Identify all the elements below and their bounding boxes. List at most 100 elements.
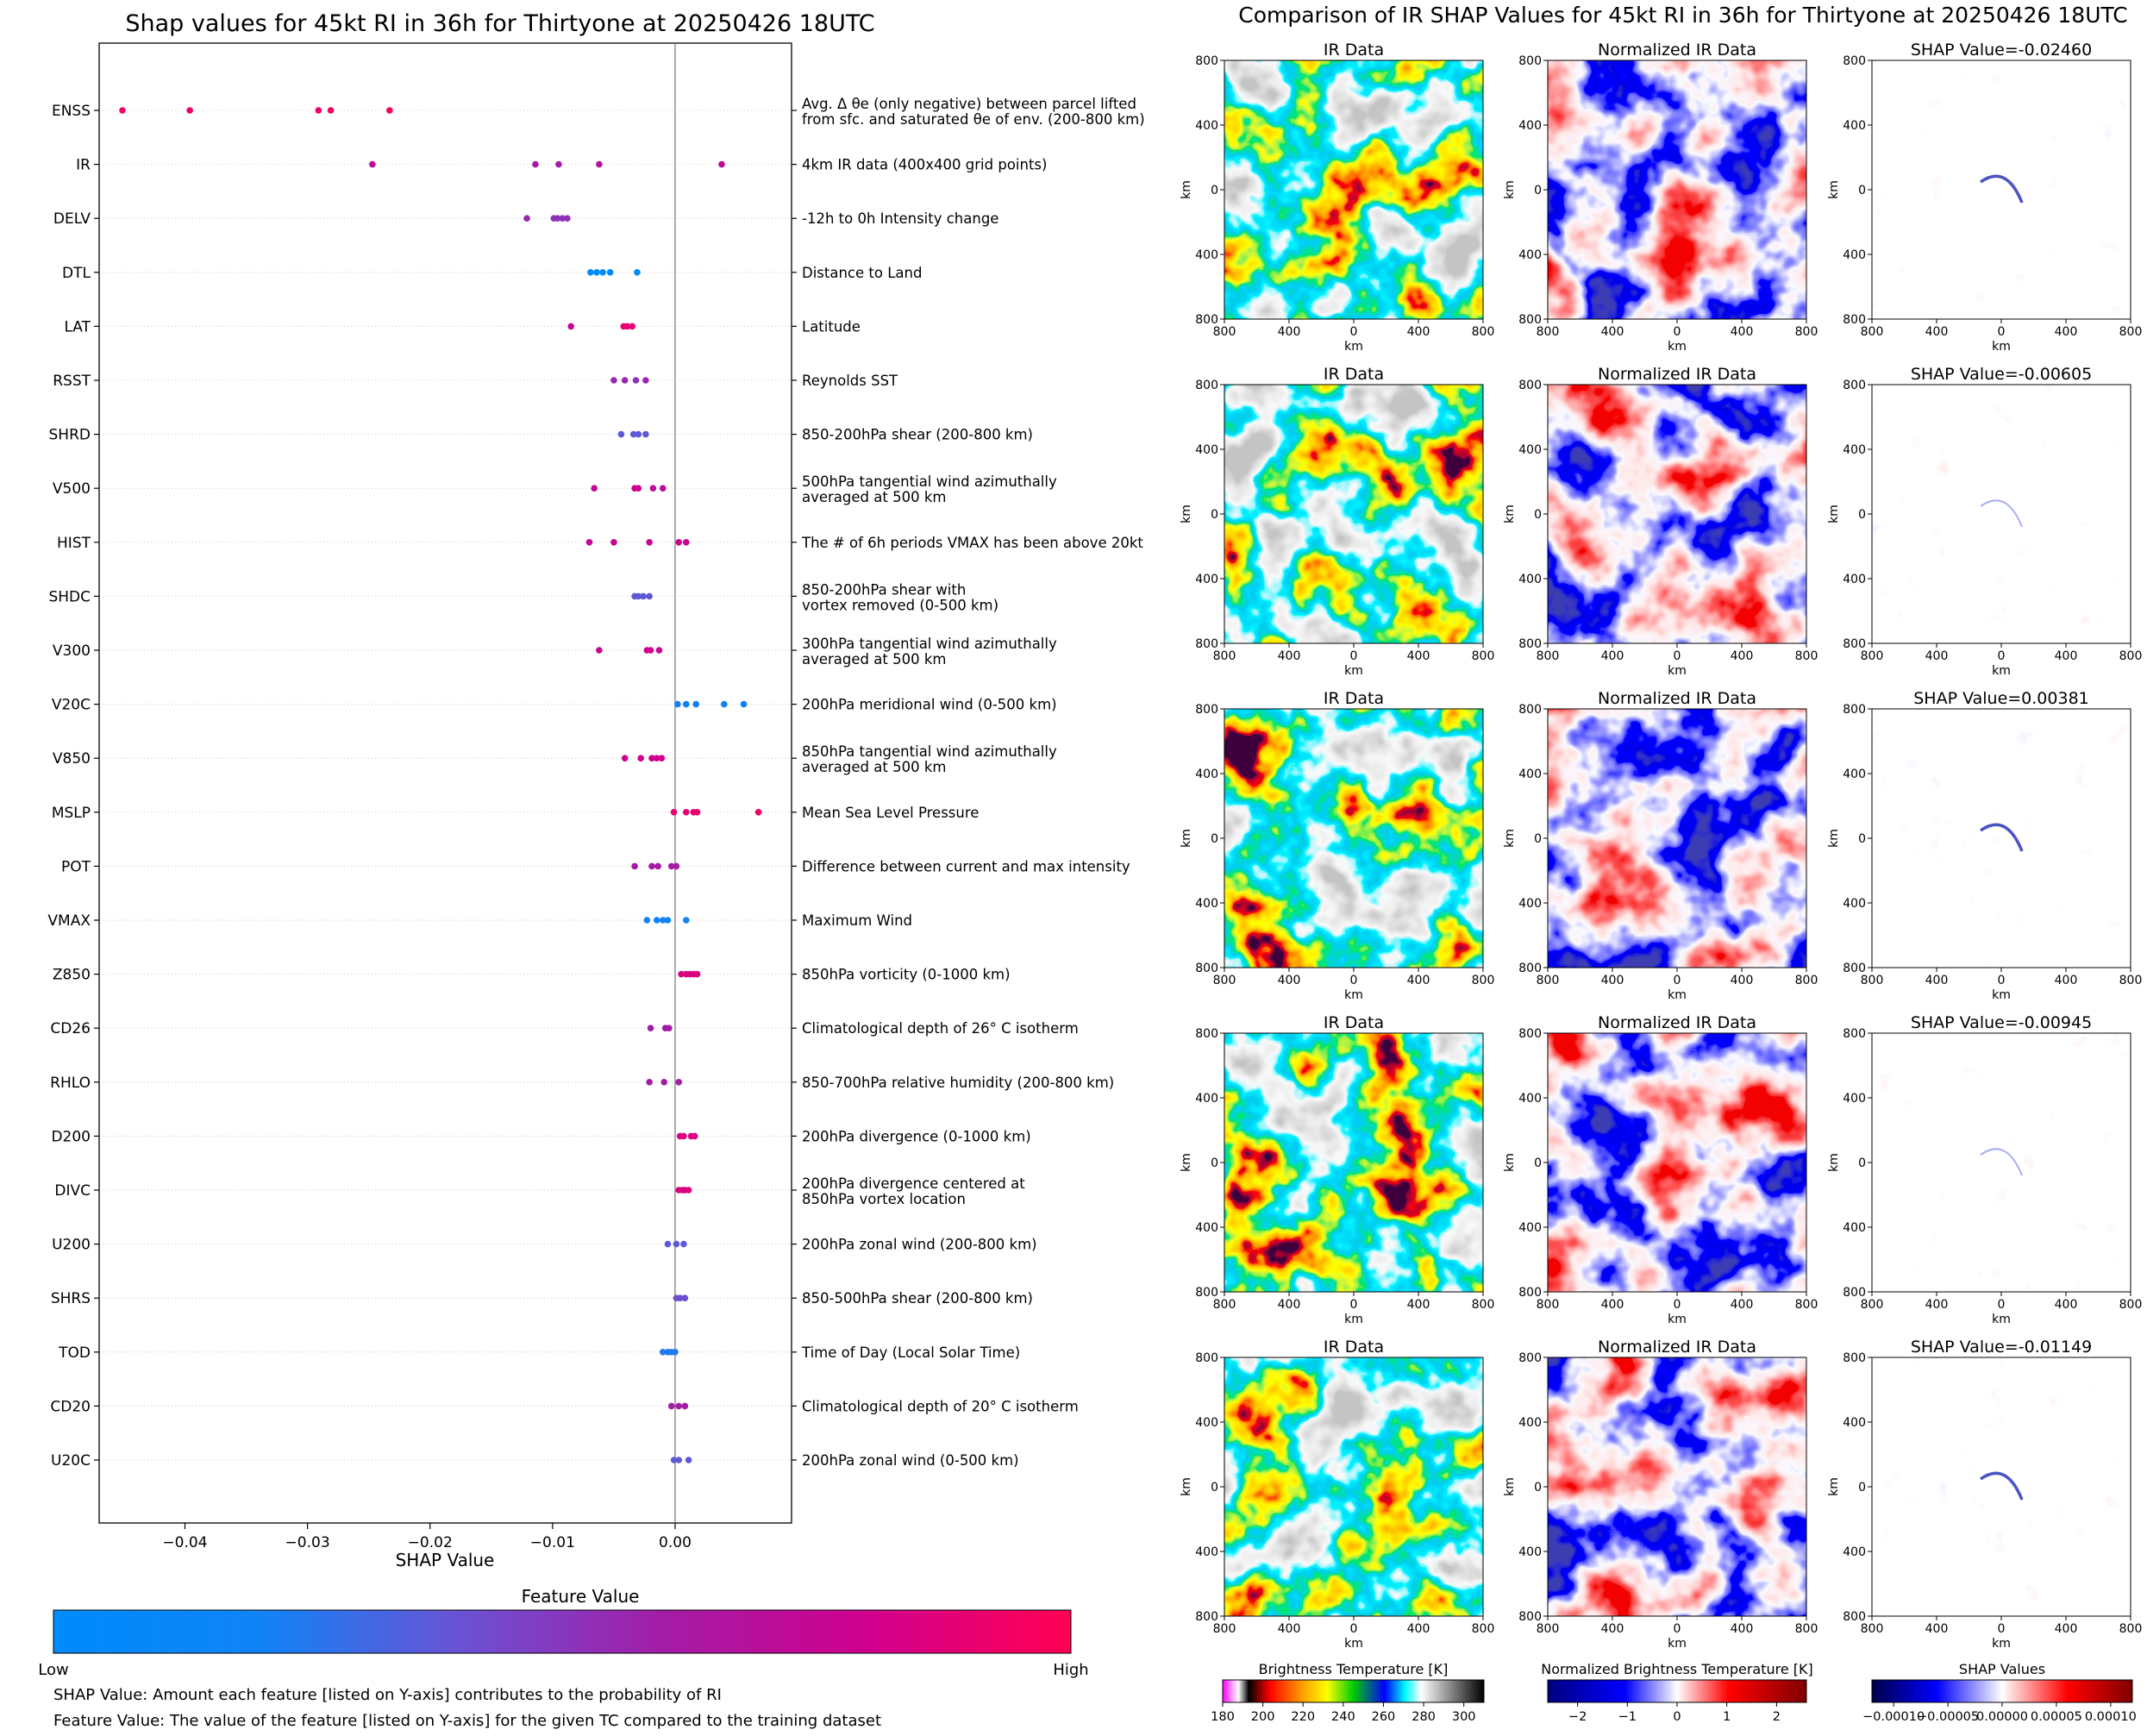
shap-point <box>676 1294 684 1301</box>
shap-point <box>659 485 667 492</box>
panel-x-tick-label: 400 <box>1601 974 1624 987</box>
shap-point <box>623 323 631 330</box>
feature-label: TOD <box>58 1344 91 1362</box>
feature-label: RSST <box>53 373 91 390</box>
panel-y-tick-label: 0 <box>1534 184 1542 197</box>
panel-title: SHAP Value=-0.00945 <box>1911 1013 2092 1032</box>
panel-x-tick-label: 800 <box>1795 649 1818 663</box>
shap-point <box>629 430 637 438</box>
shap-point <box>642 430 649 438</box>
panel-y-tick-label: 400 <box>1518 443 1542 457</box>
panel-x-tick-label: 800 <box>2119 974 2143 987</box>
panel-x-tick-label: 0 <box>1674 649 1681 663</box>
shap-value-note: SHAP Value: Amount each feature [listed … <box>53 1686 722 1704</box>
feature-description: Difference between current and max inten… <box>802 858 1130 874</box>
shap-point <box>617 430 625 438</box>
panel-x-tick-label: 400 <box>1925 325 1949 339</box>
ir-panels: IR Data80080040040000400400800800kmkmNor… <box>1180 41 2142 1651</box>
panel-x-tick-label: 400 <box>1278 974 1301 987</box>
feature-description: 200hPa divergence centered at <box>802 1175 1025 1192</box>
panel-y-tick-label: 400 <box>1843 1092 1866 1106</box>
ir-colorbars: Brightness Temperature [K] 180 200 220 240 26… <box>1211 1661 2137 1724</box>
shap-point <box>386 107 393 114</box>
panel-x-tick-label: 400 <box>1731 1622 1754 1636</box>
feature-description: 850-200hPa shear with <box>802 581 966 598</box>
feature-description: 850hPa tangential wind azimuthally <box>802 743 1057 760</box>
panel-y-tick-label: 800 <box>1518 1286 1542 1300</box>
panel-title: Normalized IR Data <box>1598 1013 1756 1032</box>
panel-image <box>1224 385 1483 643</box>
panel-x-tick-label: 400 <box>1731 1298 1754 1312</box>
shap-point <box>670 1457 678 1463</box>
panel-x-tick-label: 800 <box>1213 325 1236 339</box>
colorbar-tick-label: 300 <box>1452 1710 1476 1724</box>
feature-description: 200hPa meridional wind (0-500 km) <box>802 697 1057 713</box>
shap-chart-title: Shap values for 45kt RI in 36h for Thirt… <box>125 10 874 37</box>
legend-title: Feature Value <box>522 1586 640 1607</box>
panel-x-label: km <box>1992 988 2011 1002</box>
shap-point <box>532 160 539 168</box>
panel-y-label: km <box>1503 1153 1517 1172</box>
panel-y-tick-label: 800 <box>1843 637 1866 651</box>
feature-description: Maximum Wind <box>802 912 912 929</box>
panel-x-tick-label: 800 <box>1472 649 1495 663</box>
shap-point <box>675 539 683 546</box>
shap-point <box>564 215 571 222</box>
shap-point <box>670 809 678 816</box>
shap-points <box>119 107 762 1463</box>
feature-value-note: Feature Value: The value of the feature … <box>53 1712 881 1730</box>
shap-point <box>672 1349 679 1356</box>
ir-panel: Normalized IR Data8008004004000040040080… <box>1503 689 1818 1002</box>
feature-label: D200 <box>51 1128 91 1145</box>
panel-image <box>1224 60 1483 319</box>
panel-y-tick-label: 400 <box>1518 573 1542 586</box>
panel-y-tick-label: 400 <box>1195 1416 1218 1430</box>
ir-panel: SHAP Value=-0.00945800800400400004004008… <box>1827 1013 2142 1326</box>
panel-x-tick-label: 800 <box>1795 1298 1818 1312</box>
panel-y-tick-label: 0 <box>1211 508 1218 522</box>
panel-y-tick-label: 400 <box>1518 768 1542 781</box>
panel-y-tick-label: 800 <box>1195 1286 1218 1300</box>
colorbar-tick-label: 240 <box>1331 1710 1355 1724</box>
feature-description: averaged at 500 km <box>802 651 946 667</box>
shap-point <box>682 700 690 708</box>
panel-y-tick-label: 400 <box>1843 1221 1866 1235</box>
feature-label: LAT <box>64 318 91 335</box>
panel-y-tick-label: 400 <box>1195 119 1218 133</box>
panel-x-tick-label: 0 <box>1350 1298 1358 1312</box>
shap-core-feature <box>1979 823 2024 852</box>
panel-x-tick-label: 400 <box>2055 1622 2078 1636</box>
colorbar-tick-label: −2 <box>1568 1710 1587 1724</box>
shap-point <box>673 1240 680 1248</box>
panel-y-tick-label: 0 <box>1534 508 1542 522</box>
panel-x-tick-label: 0 <box>1674 1622 1681 1636</box>
panel-x-tick-label: 800 <box>1537 325 1560 339</box>
panel-x-label: km <box>1668 340 1687 354</box>
feature-labels: ENSS IR DELV DTL LAT RSST SHRD V500 HIST SHDC V300… <box>47 103 99 1470</box>
shap-point <box>554 215 561 222</box>
feature-label: U20C <box>51 1452 91 1470</box>
panel-y-label: km <box>1827 1153 1841 1172</box>
shap-point <box>667 1402 675 1410</box>
panel-x-label: km <box>1668 988 1687 1002</box>
shap-point <box>692 700 699 708</box>
shap-point <box>591 485 598 492</box>
shap-point <box>555 160 562 168</box>
panel-y-tick-label: 400 <box>1195 768 1218 781</box>
panel-y-label: km <box>1503 829 1517 848</box>
panel-image <box>1224 1357 1483 1616</box>
panel-x-tick-label: 0 <box>1674 1298 1681 1312</box>
feature-description: Mean Sea Level Pressure <box>802 805 979 821</box>
shap-point <box>682 539 690 546</box>
shap-point <box>681 1402 689 1410</box>
shap-point <box>559 215 566 222</box>
panel-y-tick-label: 800 <box>1843 962 1866 975</box>
feature-description: 300hPa tangential wind azimuthally <box>802 636 1057 652</box>
shap-point <box>681 1294 689 1301</box>
shap-point <box>606 269 614 276</box>
shap-point <box>621 755 629 761</box>
shap-point <box>754 809 762 816</box>
panel-x-tick-label: 0 <box>1998 974 2006 987</box>
